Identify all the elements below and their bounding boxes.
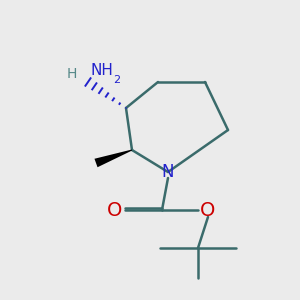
Polygon shape [94, 149, 132, 167]
Text: O: O [200, 200, 216, 220]
Text: O: O [107, 202, 123, 220]
Text: H: H [67, 67, 77, 81]
Text: 2: 2 [113, 75, 120, 85]
Text: NH: NH [90, 63, 113, 78]
Text: N: N [162, 163, 174, 181]
